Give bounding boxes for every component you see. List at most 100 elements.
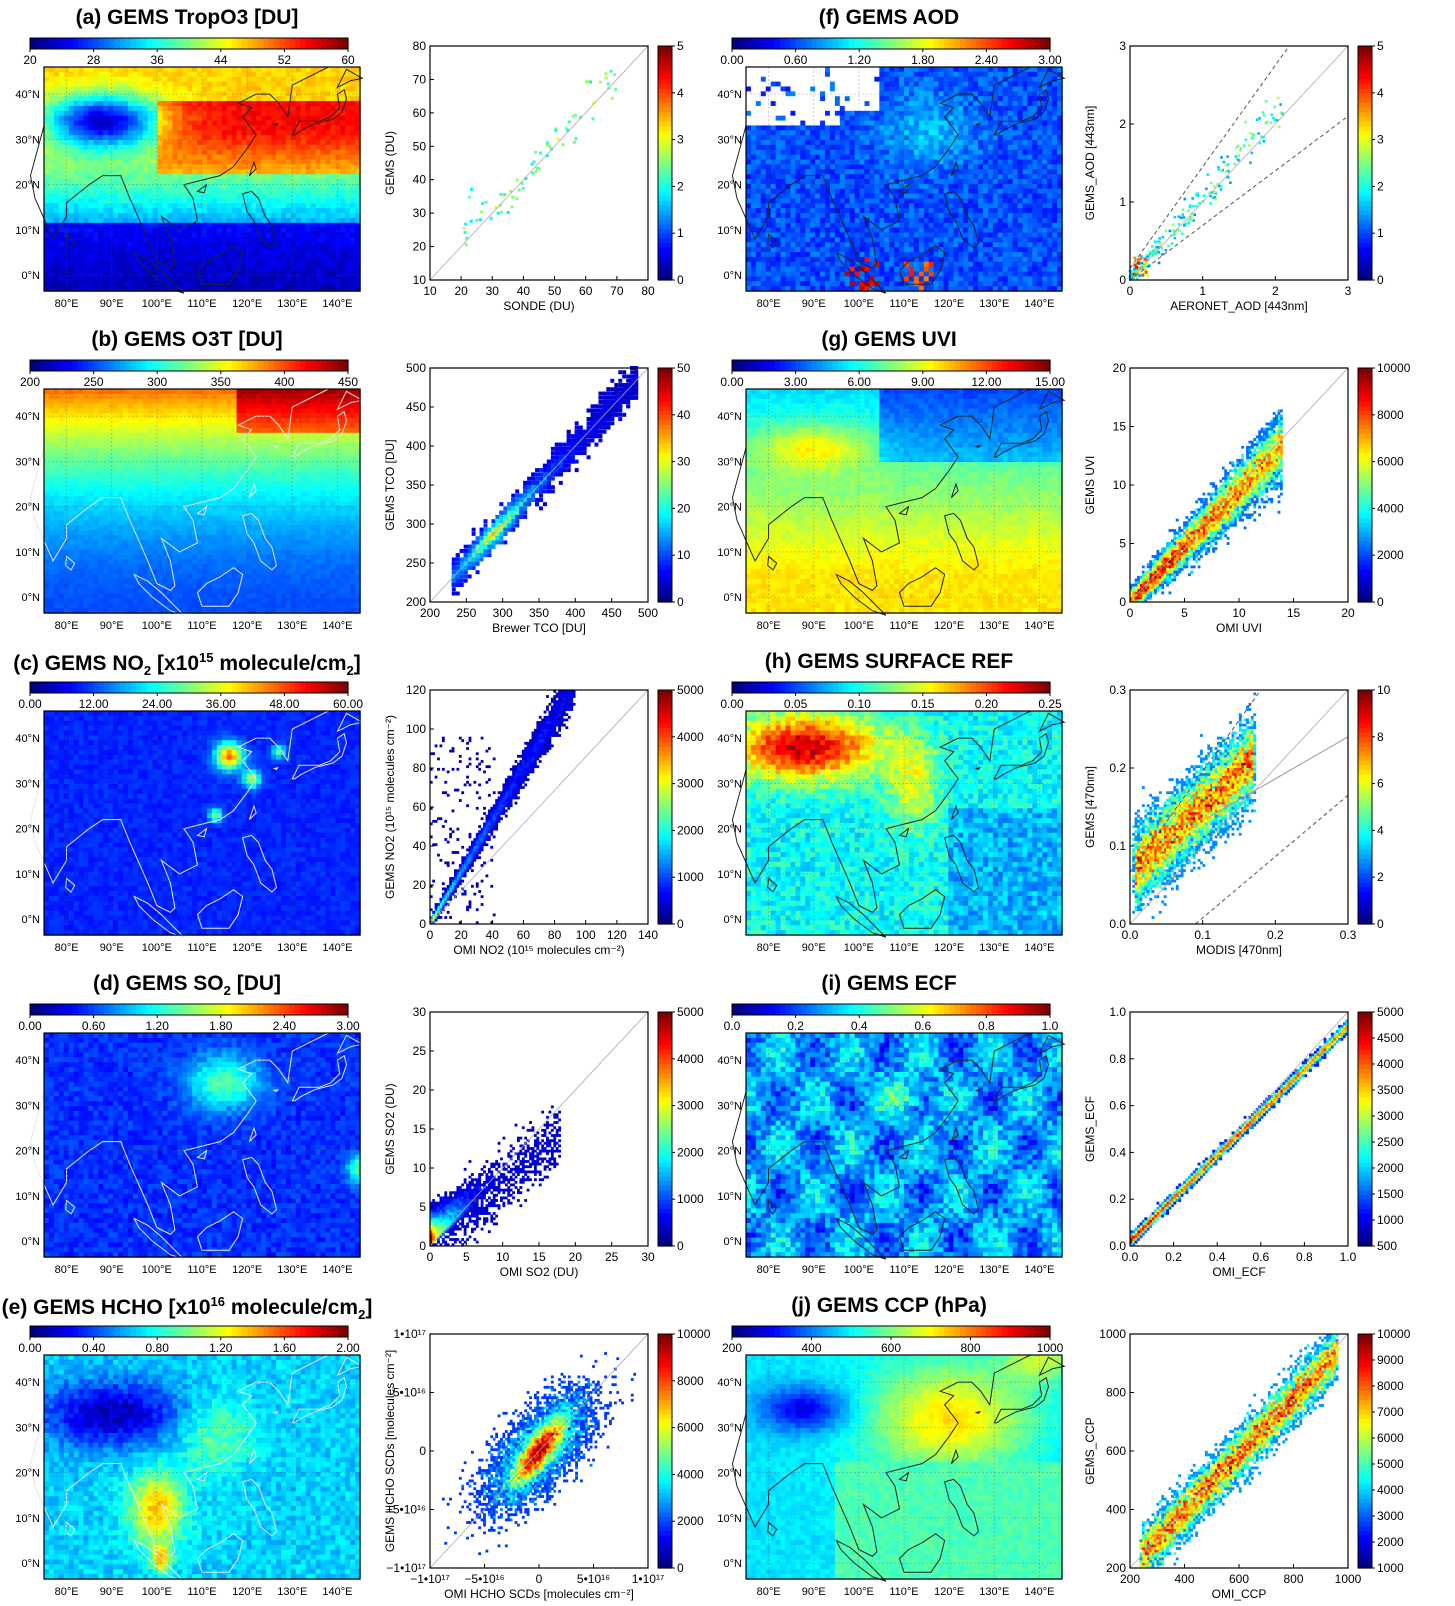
scatter-point (551, 451, 555, 455)
scatter-point (486, 1199, 489, 1202)
colorbar-segment (67, 38, 73, 49)
scatter-point (553, 1451, 556, 1454)
scatter-point (483, 1217, 486, 1220)
scatter-point (507, 1495, 510, 1498)
colorbar-segment (284, 360, 290, 371)
scatter-point (432, 1212, 435, 1215)
scatter-point (507, 1422, 510, 1425)
colorbar-segment (658, 732, 672, 737)
scatter-point (507, 511, 511, 515)
scatter-point (510, 1430, 513, 1433)
scatter-point (524, 1435, 527, 1438)
scatter-point (573, 1443, 576, 1446)
colorbar-segment (184, 360, 190, 371)
scatter-point (493, 817, 496, 820)
scatter-point (512, 1446, 515, 1449)
scatter-point (543, 502, 547, 506)
scatter-point (471, 1181, 474, 1184)
colorbar-segment (658, 1148, 672, 1153)
scatter-point (527, 1440, 530, 1443)
scatter-point (507, 1202, 510, 1205)
colorbar-segment (658, 915, 672, 920)
y-tick-label: 30 (413, 206, 427, 220)
scatter-point (622, 413, 626, 417)
scatter-point (568, 698, 571, 701)
colorbar-segment (658, 69, 672, 74)
scatter-point (595, 1427, 598, 1430)
scatter-point (578, 1414, 581, 1417)
colorbar-segment (216, 1004, 222, 1015)
scatter-point (449, 1209, 452, 1212)
scatter-point (480, 549, 484, 553)
colorbar-segment (658, 560, 672, 565)
colorbar-segment (131, 360, 137, 371)
scatter-point (456, 562, 460, 566)
scatter-point (551, 1446, 554, 1449)
scatter-point (578, 1396, 581, 1399)
scatter-point (535, 481, 539, 485)
scatter-point (568, 1456, 571, 1459)
scatter-point (498, 1469, 501, 1472)
scatter-point (534, 1425, 537, 1428)
scatter-point (554, 129, 557, 132)
scatter-point (618, 409, 622, 413)
scatter-point (561, 1438, 564, 1441)
scatter-point (565, 1409, 568, 1412)
scatter-point (519, 1440, 522, 1443)
scatter-point (539, 1472, 542, 1475)
scatter-point (558, 1453, 561, 1456)
lon-tick-label: 90°E (100, 298, 124, 310)
scatter-point (500, 796, 503, 799)
scatter-point (495, 1490, 498, 1493)
scatter-point (512, 776, 515, 779)
scatter-point (602, 400, 606, 404)
scatter-point (500, 1485, 503, 1488)
scatter-point (478, 843, 481, 846)
scatter-point (488, 1451, 491, 1454)
scatter-point (517, 1485, 520, 1488)
scatter-point (452, 562, 456, 566)
scatter-point (561, 698, 564, 701)
scatter-point (515, 789, 518, 792)
scatter-point (535, 167, 538, 170)
scatter-point (461, 1217, 464, 1220)
scatter-point (515, 1466, 518, 1469)
scatter-point (461, 1189, 464, 1192)
scatter-point (493, 807, 496, 810)
scatter-point (529, 1129, 532, 1132)
scatter-point (466, 859, 469, 862)
scatter-point (510, 1168, 513, 1171)
scatter-point (527, 763, 530, 766)
scatter-point (553, 1139, 556, 1142)
scatter-point (539, 1401, 542, 1404)
colorbar-segment (658, 140, 672, 145)
scatter-point (464, 1202, 467, 1205)
colorbar-segment (658, 387, 672, 392)
scatter-point (469, 1207, 472, 1210)
scatter-point (619, 1399, 622, 1402)
scatter-point (466, 869, 469, 872)
colorbar-segment (78, 38, 84, 49)
colorbar-segment (316, 38, 322, 49)
colorbar-segment (658, 88, 672, 93)
scatter-point (522, 1152, 525, 1155)
scatter-point (500, 1461, 503, 1464)
scatter-point (515, 1124, 518, 1127)
scatter-point (575, 1391, 578, 1394)
colorbar-segment (200, 360, 206, 371)
scatter-point (510, 1490, 513, 1493)
scatter-point (515, 802, 518, 805)
scatter-point (469, 906, 472, 909)
colorbar-segment (231, 38, 237, 49)
scatter-point (519, 1485, 522, 1488)
scatter-point (543, 464, 547, 468)
colorbar-segment (658, 1059, 672, 1064)
scatter-point (437, 908, 440, 911)
scatter-point (553, 731, 556, 734)
scatter-point (522, 765, 525, 768)
scatter-point (502, 1461, 505, 1464)
scatter-point (544, 716, 547, 719)
scatter-point (524, 783, 527, 786)
